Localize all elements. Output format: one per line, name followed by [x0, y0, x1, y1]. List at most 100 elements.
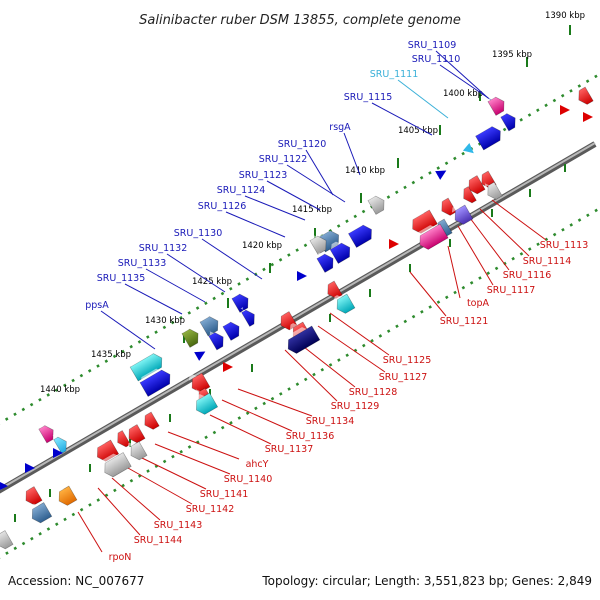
- reverse-gene-label: SRU_1137: [265, 444, 314, 455]
- reverse-gene-label: SRU_1142: [186, 504, 235, 515]
- gene-sru-1136: [193, 392, 219, 415]
- gene-topa: [451, 204, 474, 225]
- reverse-gene-label: SRU_1143: [154, 520, 203, 531]
- scale-tick-label: 1395 kbp: [492, 50, 532, 60]
- reverse-gene-label: ahcY: [246, 459, 269, 470]
- reverse-leader-line: [111, 477, 161, 521]
- reverse-gene-label: SRU_1114: [523, 256, 572, 267]
- gene-ppsa: [129, 352, 163, 382]
- reverse-leader-line: [154, 443, 231, 475]
- gene-sru-1134: [188, 372, 211, 393]
- reverse-gene-label: SRU_1117: [487, 285, 536, 296]
- gene-labels: SRU_1109SRU_1110SRU_1111SRU_1115rsgASRU_…: [85, 40, 588, 563]
- gene-1440-d: [25, 463, 35, 473]
- gene-sru-1129: [223, 362, 233, 372]
- gene-sru-1142: [101, 452, 132, 478]
- gene-sru-1125: [324, 280, 343, 299]
- scale-tick-label: 1390 kbp: [545, 11, 585, 21]
- reverse-leader-line: [479, 208, 530, 257]
- reverse-leader-line: [447, 245, 461, 299]
- forward-leader-line: [145, 268, 206, 303]
- gene-sru-1113-tri: [560, 105, 570, 115]
- gene-sru-1121-tri: [389, 239, 399, 249]
- reverse-gene-label: SRU_1140: [224, 474, 273, 485]
- reverse-gene-label: SRU_1113: [540, 240, 589, 251]
- forward-leader-line: [343, 132, 361, 176]
- gene-sru-1135: [199, 315, 219, 337]
- reverse-leader-line: [284, 349, 338, 402]
- reverse-leader-line: [97, 487, 141, 536]
- reverse-gene-label: SRU_1129: [331, 401, 380, 412]
- forward-gene-label: SRU_1133: [118, 258, 167, 269]
- gene-sru-1124: [309, 234, 327, 255]
- forward-gene-label: SRU_1123: [239, 170, 288, 181]
- gene-1440-b: [52, 434, 67, 454]
- reverse-leader-line: [77, 511, 103, 553]
- reverse-leader-line: [167, 431, 240, 460]
- accession-text: Accession: NC_007677: [8, 574, 144, 588]
- reverse-gene-label: SRU_1136: [286, 431, 335, 442]
- scale-tick-label: 1410 kbp: [345, 166, 385, 176]
- reverse-gene-label: SRU_1121: [440, 316, 489, 327]
- label-leader-lines: [77, 50, 547, 553]
- gene-sru-1130: [297, 271, 307, 281]
- gene-sru-1144: [55, 485, 78, 506]
- forward-gene-label: SRU_1126: [198, 201, 247, 212]
- forward-leader-line: [266, 180, 321, 211]
- scale-tick-label: 1430 kbp: [145, 316, 185, 326]
- gene-sru-1117: [438, 197, 457, 216]
- forward-gene-label: SRU_1109: [408, 40, 457, 51]
- forward-gene-label: rsgA: [329, 122, 351, 133]
- scale-ticks: 1390 kbp 1395 kbp 1400 kbp 1405 kbp 1410 kbp…: [14, 11, 585, 522]
- reverse-gene-label: rpoN: [109, 552, 132, 563]
- gene-1440-c: [53, 448, 63, 458]
- reverse-leader-line: [317, 325, 386, 373]
- reverse-gene-label: SRU_1127: [379, 372, 428, 383]
- reverse-leader-line: [127, 467, 193, 505]
- gene-rpon: [29, 502, 53, 524]
- forward-leader-line: [305, 149, 334, 196]
- reverse-gene-label: SRU_1144: [134, 535, 183, 546]
- gene-rsga: [435, 170, 447, 180]
- backbone-highlight: [0, 142, 596, 491]
- gene-sru-1114b: [465, 175, 486, 195]
- reverse-leader-line: [209, 414, 272, 445]
- forward-leader-line: [397, 79, 449, 119]
- genome-stats-text: Topology: circular; Length: 3,551,823 bp…: [261, 574, 592, 588]
- scale-tick-label: 1425 kbp: [192, 277, 232, 287]
- forward-leader-line: [124, 283, 183, 315]
- gene-sru-1120: [367, 194, 385, 215]
- gene-sru-1133b: [222, 320, 240, 341]
- forward-leader-line: [100, 310, 156, 350]
- gene-sru-1132: [231, 292, 249, 313]
- reverse-gene-label: SRU_1125: [383, 355, 432, 366]
- gene-sru-1115: [462, 142, 474, 154]
- reverse-leader-line: [221, 399, 293, 432]
- reverse-leader-line: [469, 217, 510, 271]
- scale-tick-label: 1400 kbp: [443, 89, 483, 99]
- gene-sru-1110: [475, 125, 501, 151]
- gene-sru-1121: [409, 209, 438, 234]
- reverse-gene-label: topA: [467, 298, 490, 309]
- scale-tick-label: 1415 kbp: [292, 205, 332, 215]
- gene-sru-1128: [285, 325, 321, 354]
- reverse-leader-line: [329, 312, 390, 356]
- gene-sru-1109: [487, 95, 505, 116]
- gene-sru-1135d: [194, 351, 206, 361]
- forward-gene-label: ppsA: [85, 300, 109, 311]
- gene-sru-1141: [127, 441, 148, 461]
- forward-gene-label: SRU_1120: [278, 139, 327, 150]
- scale-tick-label: 1440 kbp: [40, 385, 80, 395]
- reverse-gene-label: SRU_1134: [306, 416, 355, 427]
- gene-sru-1135c: [181, 327, 199, 348]
- gene-features: [0, 86, 594, 550]
- gene-sru-1113-tri-b: [583, 112, 593, 122]
- forward-gene-label: SRU_1135: [97, 273, 146, 284]
- forward-gene-label: SRU_1130: [174, 228, 223, 239]
- scale-tick-label: 1435 kbp: [91, 350, 131, 360]
- gene-sru-1125b: [333, 293, 356, 314]
- gene-ppsa-b: [139, 368, 171, 397]
- scale-tick-label: 1420 kbp: [242, 241, 282, 251]
- gene-sru-1126b: [316, 252, 334, 273]
